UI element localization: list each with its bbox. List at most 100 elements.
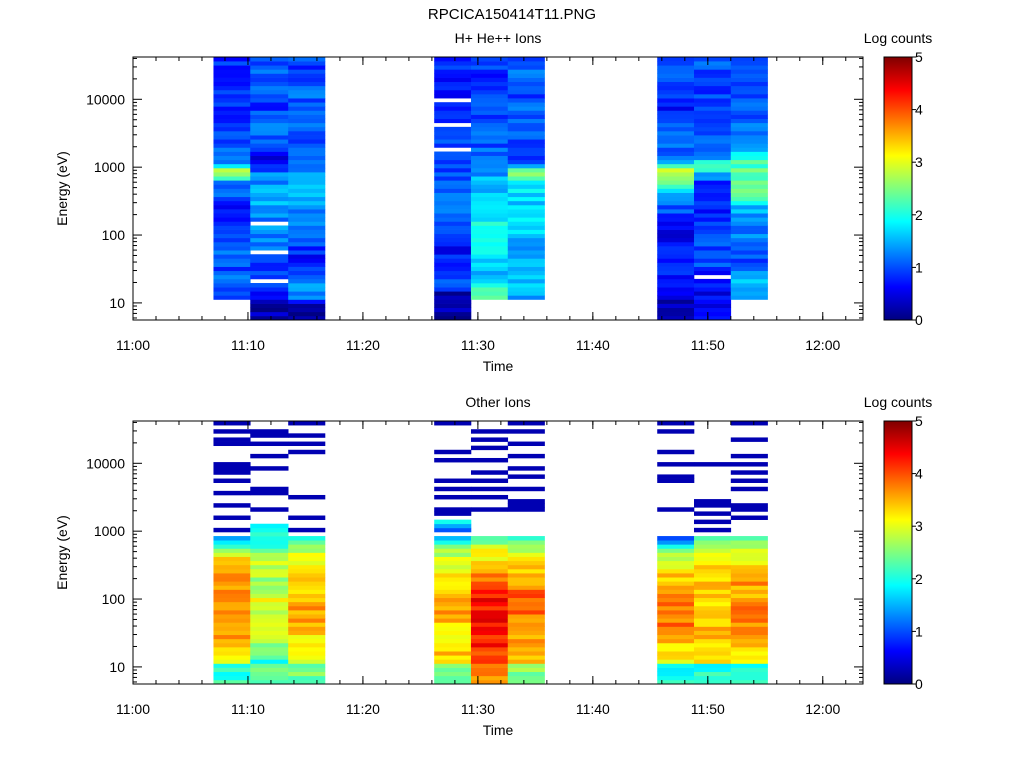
heatmap-cell [507, 560, 545, 566]
heatmap-cell [657, 73, 695, 78]
heatmap-cell [730, 172, 768, 177]
heatmap-cell [288, 651, 326, 656]
heatmap-cell [250, 433, 289, 438]
x-axis-label: Time [483, 722, 514, 738]
heatmap-cell [507, 614, 545, 619]
heatmap-cell [213, 114, 251, 119]
heatmap-cell [470, 552, 509, 557]
heatmap-cell [213, 176, 251, 181]
heatmap-cell [470, 667, 509, 673]
heatmap-cell [730, 114, 768, 119]
heatmap-cell [213, 204, 251, 210]
heatmap-cell [288, 221, 326, 226]
heatmap-cell [288, 597, 326, 603]
heatmap-cell [470, 114, 509, 119]
heatmap-cell [657, 429, 695, 434]
heatmap-cell [657, 122, 695, 128]
heatmap-cell [434, 114, 472, 119]
heatmap-cell [657, 254, 695, 259]
heatmap-cell [730, 225, 768, 230]
heatmap-cell [250, 85, 289, 91]
heatmap-cell [694, 172, 732, 177]
heatmap-cell [213, 110, 251, 115]
heatmap-cell [694, 225, 732, 230]
heatmap-cell [694, 180, 732, 185]
heatmap-cell [694, 568, 732, 574]
heatmap-cell [288, 204, 326, 210]
heatmap-cell [730, 192, 768, 198]
heatmap-cell [250, 274, 289, 280]
heatmap-cell [507, 593, 545, 599]
heatmap-cell [507, 93, 545, 99]
heatmap-cell [657, 626, 695, 631]
heatmap-cell [694, 246, 732, 251]
heatmap-cell [250, 110, 289, 115]
heatmap-cell [694, 601, 732, 607]
heatmap-cell [288, 315, 326, 321]
heatmap-cell [288, 81, 326, 87]
heatmap-cell [507, 630, 545, 636]
heatmap-cell [250, 299, 289, 304]
heatmap-cell [213, 81, 251, 87]
heatmap-cell [288, 630, 326, 636]
heatmap-cell [507, 597, 545, 603]
heatmap-cell [288, 655, 326, 660]
heatmap-cell [434, 642, 472, 648]
heatmap-cell [657, 478, 695, 483]
heatmap-cell [250, 69, 289, 74]
heatmap-cell [730, 507, 768, 512]
heatmap-cell [507, 204, 545, 210]
heatmap-cell [250, 564, 289, 570]
heatmap-cell [657, 188, 695, 193]
heatmap-cell [470, 630, 509, 636]
heatmap-cell [470, 291, 509, 296]
heatmap-cell [507, 61, 545, 66]
heatmap-cell [694, 77, 732, 83]
heatmap-cell [470, 614, 509, 619]
heatmap-cell [507, 270, 545, 276]
heatmap-cell [434, 626, 472, 631]
heatmap-cell [470, 151, 509, 156]
heatmap-cell [694, 663, 732, 668]
heatmap-cell [470, 89, 509, 95]
heatmap-cell [434, 610, 472, 615]
heatmap-cell [250, 65, 289, 70]
heatmap-cell [213, 527, 251, 533]
heatmap-cell [657, 85, 695, 91]
heatmap-cell [434, 151, 472, 156]
heatmap-cell [434, 618, 472, 623]
heatmap-cell [288, 122, 326, 128]
heatmap-cell [657, 315, 695, 321]
heatmap-cell [694, 73, 732, 78]
x-tick-label: 11:10 [231, 337, 265, 353]
heatmap-cell [250, 270, 289, 276]
heatmap-cell [250, 196, 289, 202]
heatmap-cell [213, 126, 251, 132]
heatmap-cell [213, 634, 251, 640]
y-tick-label: 1000 [94, 523, 125, 539]
heatmap-cell [288, 421, 326, 426]
heatmap-cell [434, 246, 472, 251]
heatmap-cell [288, 233, 326, 239]
heatmap-cell [434, 457, 472, 463]
heatmap-cell [250, 638, 289, 644]
heatmap-cell [250, 589, 289, 594]
heatmap-cell [213, 93, 251, 99]
heatmap-cell [250, 601, 289, 607]
heatmap-cell [657, 237, 695, 243]
heatmap-cell [657, 209, 695, 214]
heatmap-cell [657, 560, 695, 566]
heatmap-cell [434, 593, 472, 599]
heatmap-cell [507, 605, 545, 611]
heatmap-cell [213, 585, 251, 590]
heatmap-cell [250, 622, 289, 627]
heatmap-cell [657, 217, 695, 222]
heatmap-cell [657, 577, 695, 582]
heatmap-cell [657, 630, 695, 636]
heatmap-cell [250, 188, 289, 193]
heatmap-cell [694, 65, 732, 70]
heatmap-cell [250, 552, 289, 557]
heatmap-cell [434, 307, 472, 313]
heatmap-cell [470, 626, 509, 631]
heatmap-cell [250, 634, 289, 640]
